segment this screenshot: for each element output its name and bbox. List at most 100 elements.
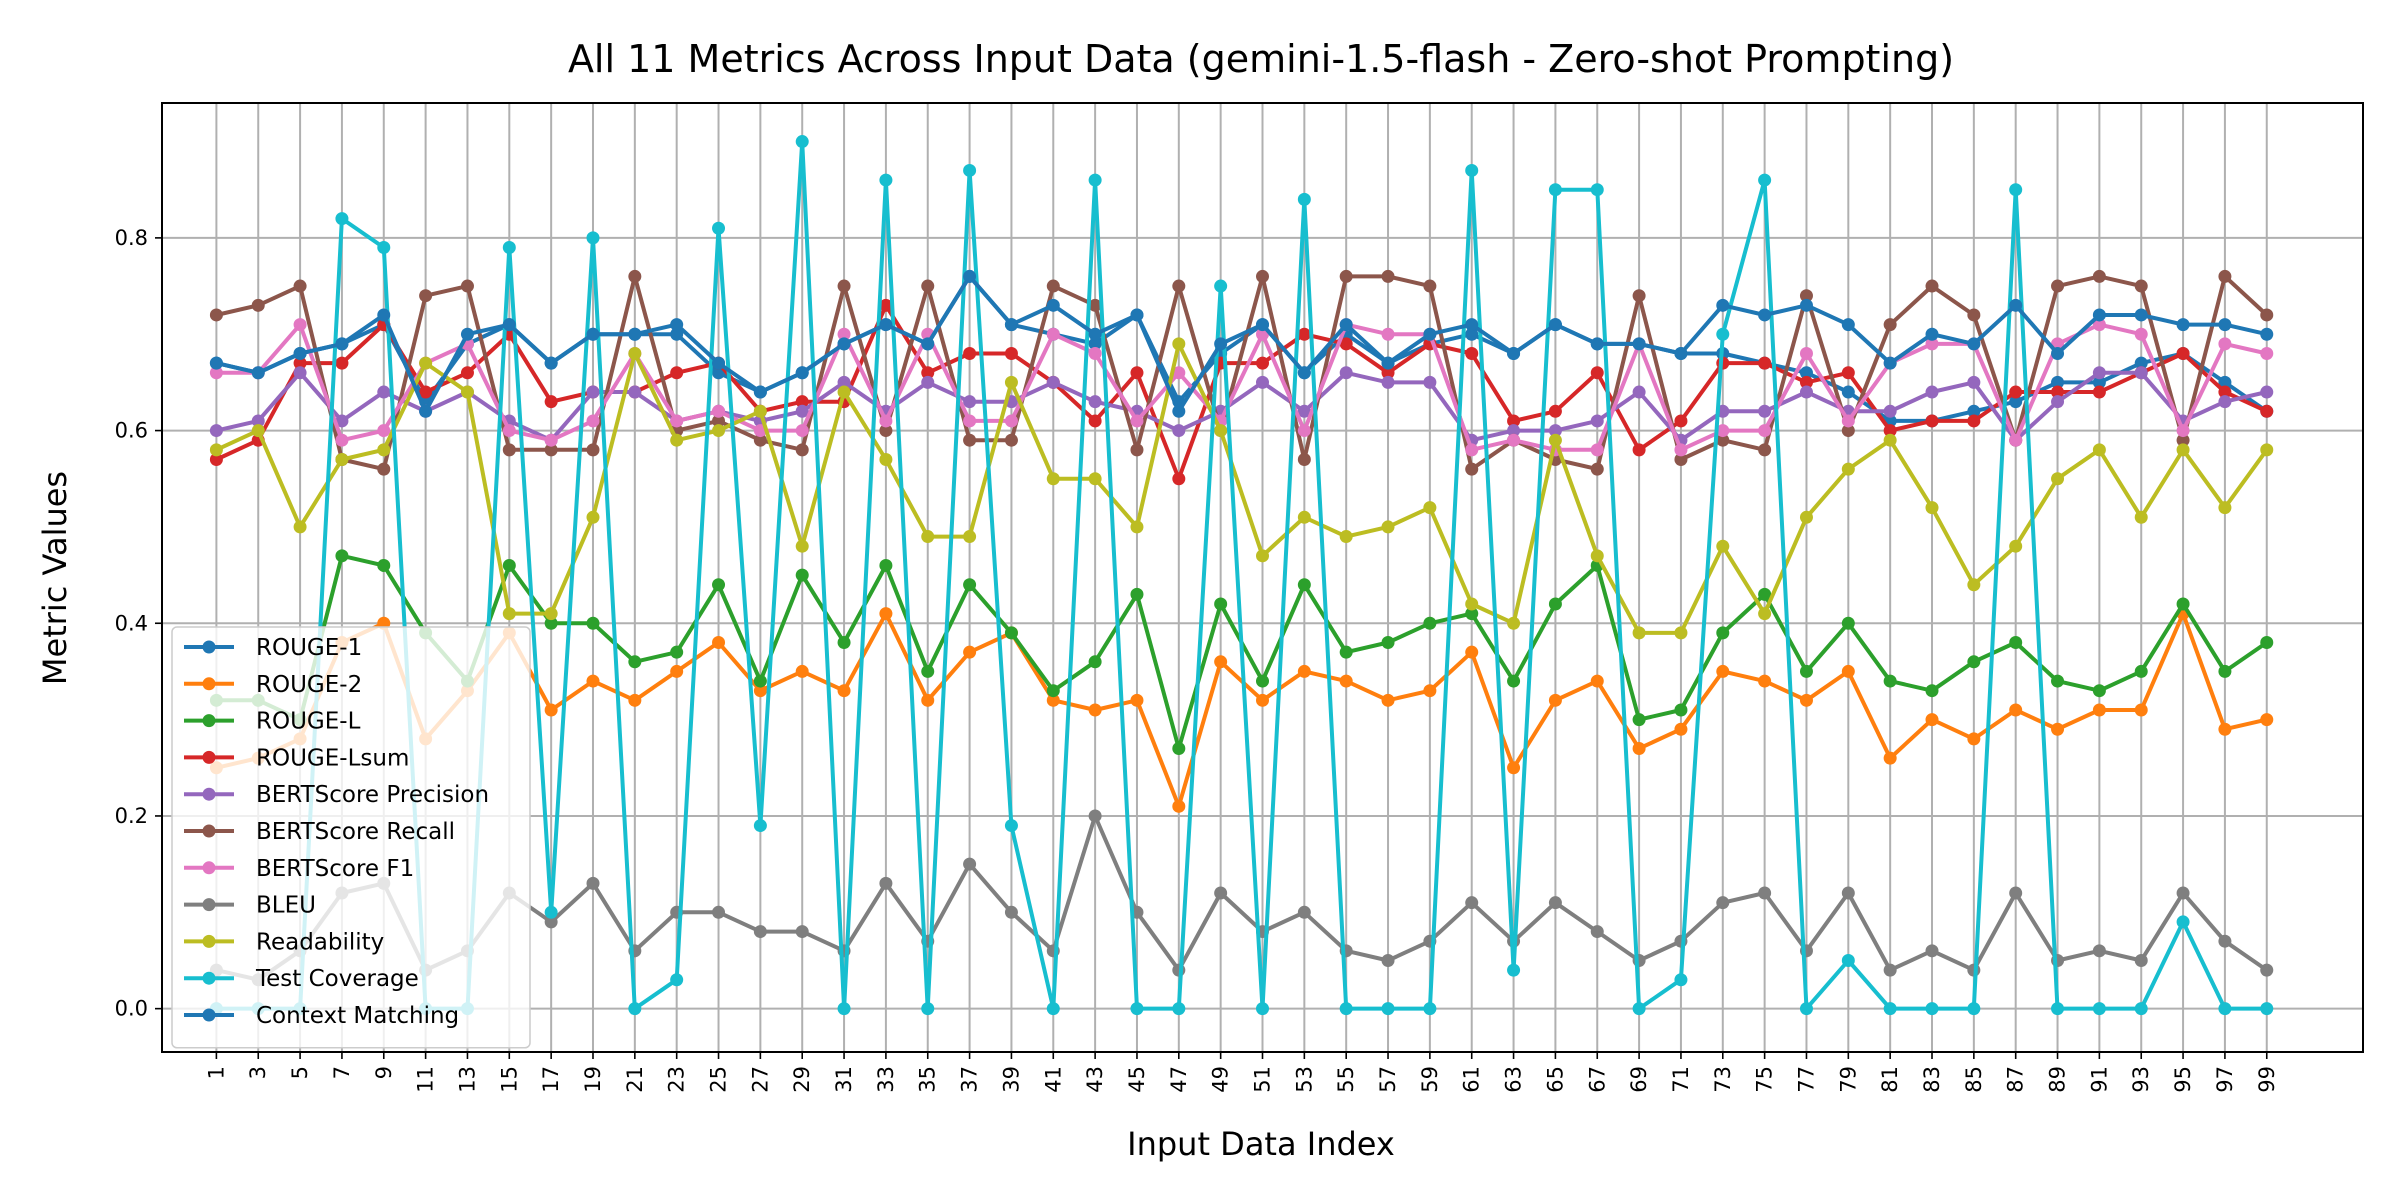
data-point [1716, 539, 1730, 553]
data-point [1172, 742, 1186, 756]
data-point [2176, 346, 2190, 360]
data-point [1967, 1002, 1981, 1016]
data-point [1004, 346, 1018, 360]
data-point [1590, 337, 1604, 351]
x-tick-label: 67 [1585, 1066, 1609, 1093]
x-tick-label: 43 [1083, 1066, 1107, 1093]
data-point [670, 318, 684, 332]
legend-label: BLEU [256, 893, 316, 919]
data-point [1088, 327, 1102, 341]
data-point [2051, 279, 2065, 293]
x-tick-label: 19 [581, 1066, 605, 1093]
legend-marker [202, 714, 216, 728]
data-point [293, 346, 307, 360]
data-point [1297, 578, 1311, 592]
data-point [2092, 1002, 2106, 1016]
data-point [1799, 366, 1813, 380]
legend-label: Readability [256, 929, 384, 955]
data-point [1339, 530, 1353, 544]
data-point [1507, 674, 1521, 688]
data-point [2134, 366, 2148, 380]
x-tick-label: 69 [1627, 1066, 1651, 1093]
data-point [502, 424, 516, 438]
data-point [586, 414, 600, 428]
data-point [2009, 183, 2023, 197]
data-point [1381, 953, 1395, 967]
data-point [1716, 327, 1730, 341]
data-point [795, 664, 809, 678]
data-point [1799, 346, 1813, 360]
data-point [1590, 443, 1604, 457]
data-point [963, 645, 977, 659]
data-point [1423, 616, 1437, 630]
data-point [1256, 318, 1269, 332]
data-point [251, 366, 265, 380]
data-point [628, 693, 642, 707]
data-point [1465, 607, 1479, 621]
data-point [209, 443, 223, 457]
data-point [2176, 424, 2190, 438]
data-point [502, 607, 516, 621]
data-point [2051, 375, 2065, 389]
data-point [628, 346, 642, 360]
data-point [1130, 308, 1144, 322]
data-point [2176, 886, 2190, 900]
y-tick-label: 0.8 [115, 226, 148, 250]
data-point [963, 530, 977, 544]
data-point [628, 327, 642, 341]
data-point [1297, 424, 1311, 438]
data-point [1423, 1002, 1437, 1016]
legend-label: BERTScore Recall [256, 819, 455, 845]
data-point [1967, 337, 1981, 351]
data-point [1674, 443, 1688, 457]
x-tick-label: 11 [414, 1066, 438, 1093]
data-point [2092, 944, 2106, 958]
data-point [1465, 896, 1479, 910]
x-tick-label: 3 [246, 1066, 270, 1079]
x-tick-label: 27 [748, 1066, 772, 1093]
data-point [1590, 414, 1604, 428]
data-point [1381, 356, 1395, 370]
x-tick-label: 9 [372, 1066, 396, 1079]
data-point [335, 433, 349, 447]
data-point [1548, 896, 1562, 910]
data-point [544, 356, 558, 370]
legend-marker [202, 898, 216, 912]
data-point [1004, 433, 1018, 447]
y-tick-label: 0.0 [115, 997, 148, 1021]
data-point [670, 645, 684, 659]
data-point [628, 655, 642, 669]
data-point [2260, 963, 2274, 977]
data-point [1674, 626, 1688, 640]
data-point [2051, 722, 2065, 736]
data-point [1381, 1002, 1395, 1016]
data-point [1799, 664, 1813, 678]
legend: ROUGE-1 ROUGE-2 ROUGE-L ROUGE-Lsum BERTScore… [171, 626, 531, 1049]
data-point [1967, 655, 1981, 669]
data-point [1088, 337, 1102, 351]
data-point [712, 414, 726, 428]
data-point [1339, 645, 1353, 659]
x-tick-label: 37 [958, 1066, 982, 1093]
data-point [1046, 472, 1060, 486]
legend-marker [202, 824, 216, 838]
data-point [1590, 549, 1604, 563]
data-point [1088, 655, 1102, 669]
x-tick-label: 45 [1125, 1066, 1149, 1093]
data-point [1507, 433, 1521, 447]
x-tick-label: 75 [1753, 1066, 1777, 1093]
data-point [1214, 597, 1228, 611]
legend-label: ROUGE-L [256, 709, 361, 735]
data-point [1590, 366, 1604, 380]
data-point [1716, 433, 1730, 447]
data-point [1967, 578, 1981, 592]
x-tick-label: 49 [1209, 1066, 1233, 1093]
data-point [2218, 664, 2232, 678]
data-point [2218, 337, 2232, 351]
data-point [1423, 327, 1437, 341]
data-point [1632, 443, 1646, 457]
series-line [215, 274, 2268, 414]
data-point [586, 876, 600, 890]
data-point [1423, 375, 1437, 389]
data-point [1925, 385, 1939, 399]
